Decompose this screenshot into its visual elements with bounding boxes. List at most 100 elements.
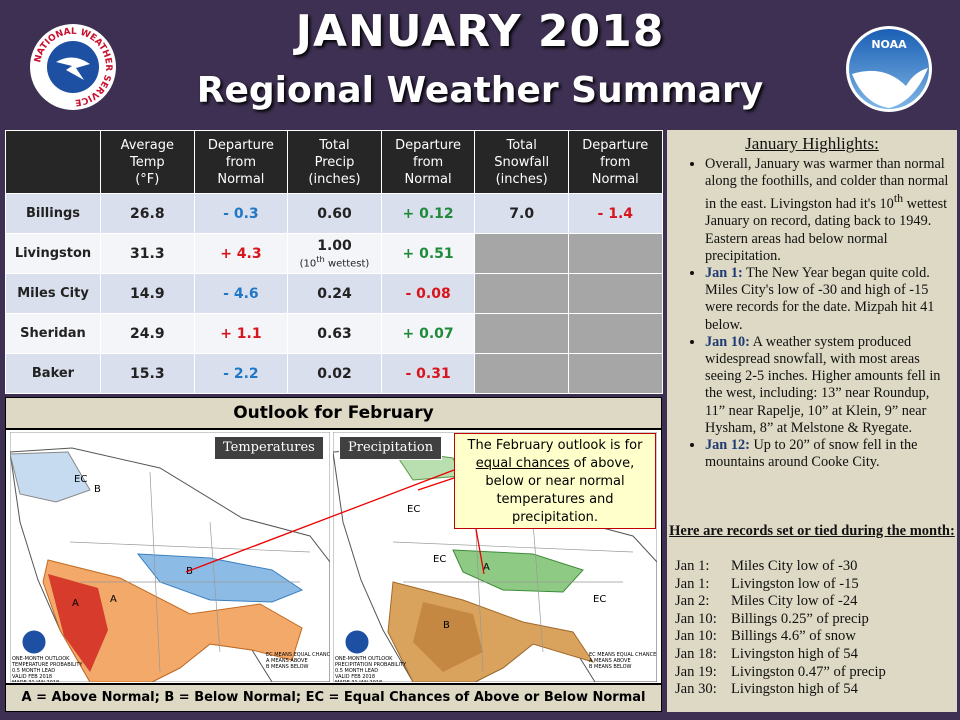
text-line: B MEANS BELOW	[266, 664, 309, 670]
cell-value: 26.8	[130, 205, 165, 222]
state-lines	[392, 471, 634, 673]
record-text: Billings 0.25” of precip	[731, 610, 869, 627]
highlight-lead: Jan 12:	[705, 437, 750, 454]
precip-label: Precipitation	[339, 436, 443, 460]
record-row: Jan 1: Miles City low of -30	[675, 558, 955, 576]
column-header: Departure from Normal	[567, 130, 663, 194]
record-text: Livingston low of -15	[731, 575, 859, 592]
note-text: wettest)	[324, 258, 370, 270]
noaa-mini-logo	[21, 629, 47, 655]
value-cell: - 0.3	[193, 193, 289, 234]
cell-value: - 4.6	[223, 285, 259, 302]
table-row: Billings 26.8 - 0.3 0.60 + 0.12 7.0 - 1.4	[5, 193, 663, 234]
city-cell: Livingston	[5, 233, 101, 274]
highlights-title: January Highlights:	[745, 134, 879, 153]
highlights-panel: January Highlights: Overall, January was…	[667, 130, 957, 712]
text-line: MADE 31 JAN 2018	[12, 680, 59, 682]
map-legend: A = Above Normal; B = Below Normal; EC =…	[6, 683, 661, 711]
outlook-title: Outlook for February	[6, 398, 661, 430]
map-footer: ONE-MONTH OUTLOOK PRECIPITATION PROBABILI…	[335, 656, 407, 682]
record-text: Billings 4.6” of snow	[731, 628, 856, 645]
noaa-logo: NOAA	[846, 26, 932, 112]
table-row: Baker 15.3 - 2.2 0.02 - 0.31	[5, 353, 663, 394]
empty-cell	[474, 353, 569, 394]
cell-value: 0.60	[317, 205, 352, 222]
cell-value: - 2.2	[223, 365, 259, 382]
subtitle: Regional Weather Summary	[196, 70, 764, 111]
cell-value: 0.24	[317, 285, 352, 302]
value-cell: 31.3	[100, 233, 195, 274]
records-list: Jan 1: Miles City low of -30 Jan 1: Livings…	[675, 558, 955, 699]
text-line: 0.5 MONTH LEAD	[335, 668, 378, 674]
below-strong	[413, 602, 483, 672]
text-line: EC MEANS EQUAL CHANCES	[589, 652, 657, 658]
value-cell: - 4.6	[193, 273, 289, 314]
highlight-lead: Jan 1:	[705, 264, 743, 281]
cell-value: 7.0	[509, 205, 535, 222]
map-label: A	[72, 598, 79, 609]
column-header: Departure from Normal	[380, 130, 476, 194]
callout: The February outlook is for equal chance…	[454, 433, 656, 529]
noaa-bird	[852, 68, 928, 108]
highlight-text: Overall, January was warmer than normal …	[705, 156, 949, 213]
noaa-mini-logo	[344, 629, 370, 655]
empty-cell	[474, 273, 569, 314]
record-text: Miles City low of -30	[731, 558, 858, 574]
value-cell: + 0.51	[380, 233, 476, 274]
record-date: Jan 1:	[675, 558, 710, 574]
record-text: Livingston 0.47” of precip	[731, 663, 886, 680]
title: JANUARY 2018	[295, 6, 665, 57]
record-row: Jan 2: Miles City low of -24	[675, 593, 955, 611]
value-cell: 7.0	[474, 193, 569, 234]
above-area	[42, 559, 303, 682]
city-cell: Billings	[5, 193, 101, 234]
map-key: EC MEANS EQUAL CHANCES A MEANS ABOVE B MEA…	[266, 652, 330, 670]
highlight-text: Up to 20” of snow fell in the mountains …	[705, 437, 918, 471]
value-cell: 0.63	[287, 313, 382, 354]
record-row: Jan 1: Livingston low of -15	[675, 576, 955, 594]
value-cell: - 2.2	[193, 353, 289, 394]
note-text: (10	[299, 258, 317, 270]
map-label: B	[94, 484, 101, 495]
value-cell: - 0.08	[380, 273, 476, 314]
column-header: Total Snowfall (inches)	[474, 130, 569, 194]
highlight-item: Jan 12: Up to 20” of snow fell in the mo…	[705, 437, 953, 471]
highlight-text: A weather system produced widespread sno…	[705, 333, 941, 436]
cell-value: - 1.4	[597, 205, 634, 222]
cell-note: (10th wettest)	[288, 254, 381, 269]
cell-value: - 0.3	[223, 205, 259, 222]
value-cell: + 1.1	[193, 313, 289, 354]
text-line: EC MEANS EQUAL CHANCES	[266, 652, 330, 658]
text-line: ONE-MONTH OUTLOOK	[12, 656, 70, 662]
table-row: Livingston 31.3 + 4.3 1.00 (10th wettest) + 0…	[5, 233, 663, 274]
value-cell: + 4.3	[193, 233, 289, 274]
temp-map: EC B B A A ONE-MONTH OUTLOOK TEMPERATURE …	[10, 432, 330, 682]
record-text: Livingston high of 54	[731, 681, 858, 698]
highlights-list: Overall, January was warmer than normal …	[671, 156, 953, 471]
cell-value: + 1.1	[220, 325, 262, 342]
value-cell: 15.3	[100, 353, 195, 394]
cell-value: 31.3	[130, 245, 165, 262]
city-cell: Sheridan	[5, 313, 101, 354]
alaska-below	[10, 451, 91, 503]
record-row: Jan 10: Billings 4.6” of snow	[675, 628, 955, 646]
record-row: Jan 10: Billings 0.25” of precip	[675, 611, 955, 629]
map-label: B	[443, 620, 450, 631]
value-cell: + 0.07	[380, 313, 476, 354]
cell-value: 15.3	[130, 365, 165, 382]
record-row: Jan 18: Livingston high of 54	[675, 646, 955, 664]
record-row: Jan 30: Livingston high of 54	[675, 681, 955, 699]
cell-value: 24.9	[130, 325, 165, 342]
highlight-item: Jan 1: The New Year began quite cold. Mi…	[705, 265, 953, 334]
value-cell: 26.8	[100, 193, 195, 234]
cell-value: 14.9	[130, 285, 165, 302]
value-cell: 14.9	[100, 273, 195, 314]
data-table: Average Temp (°F) Departure from Normal To…	[5, 130, 663, 394]
value-cell: 24.9	[100, 313, 195, 354]
text-line: B MEANS BELOW	[589, 664, 632, 670]
logo-bolt	[56, 57, 90, 80]
cell-value: + 0.07	[402, 325, 454, 342]
map-label: EC	[74, 474, 87, 485]
above-strong	[48, 574, 108, 672]
